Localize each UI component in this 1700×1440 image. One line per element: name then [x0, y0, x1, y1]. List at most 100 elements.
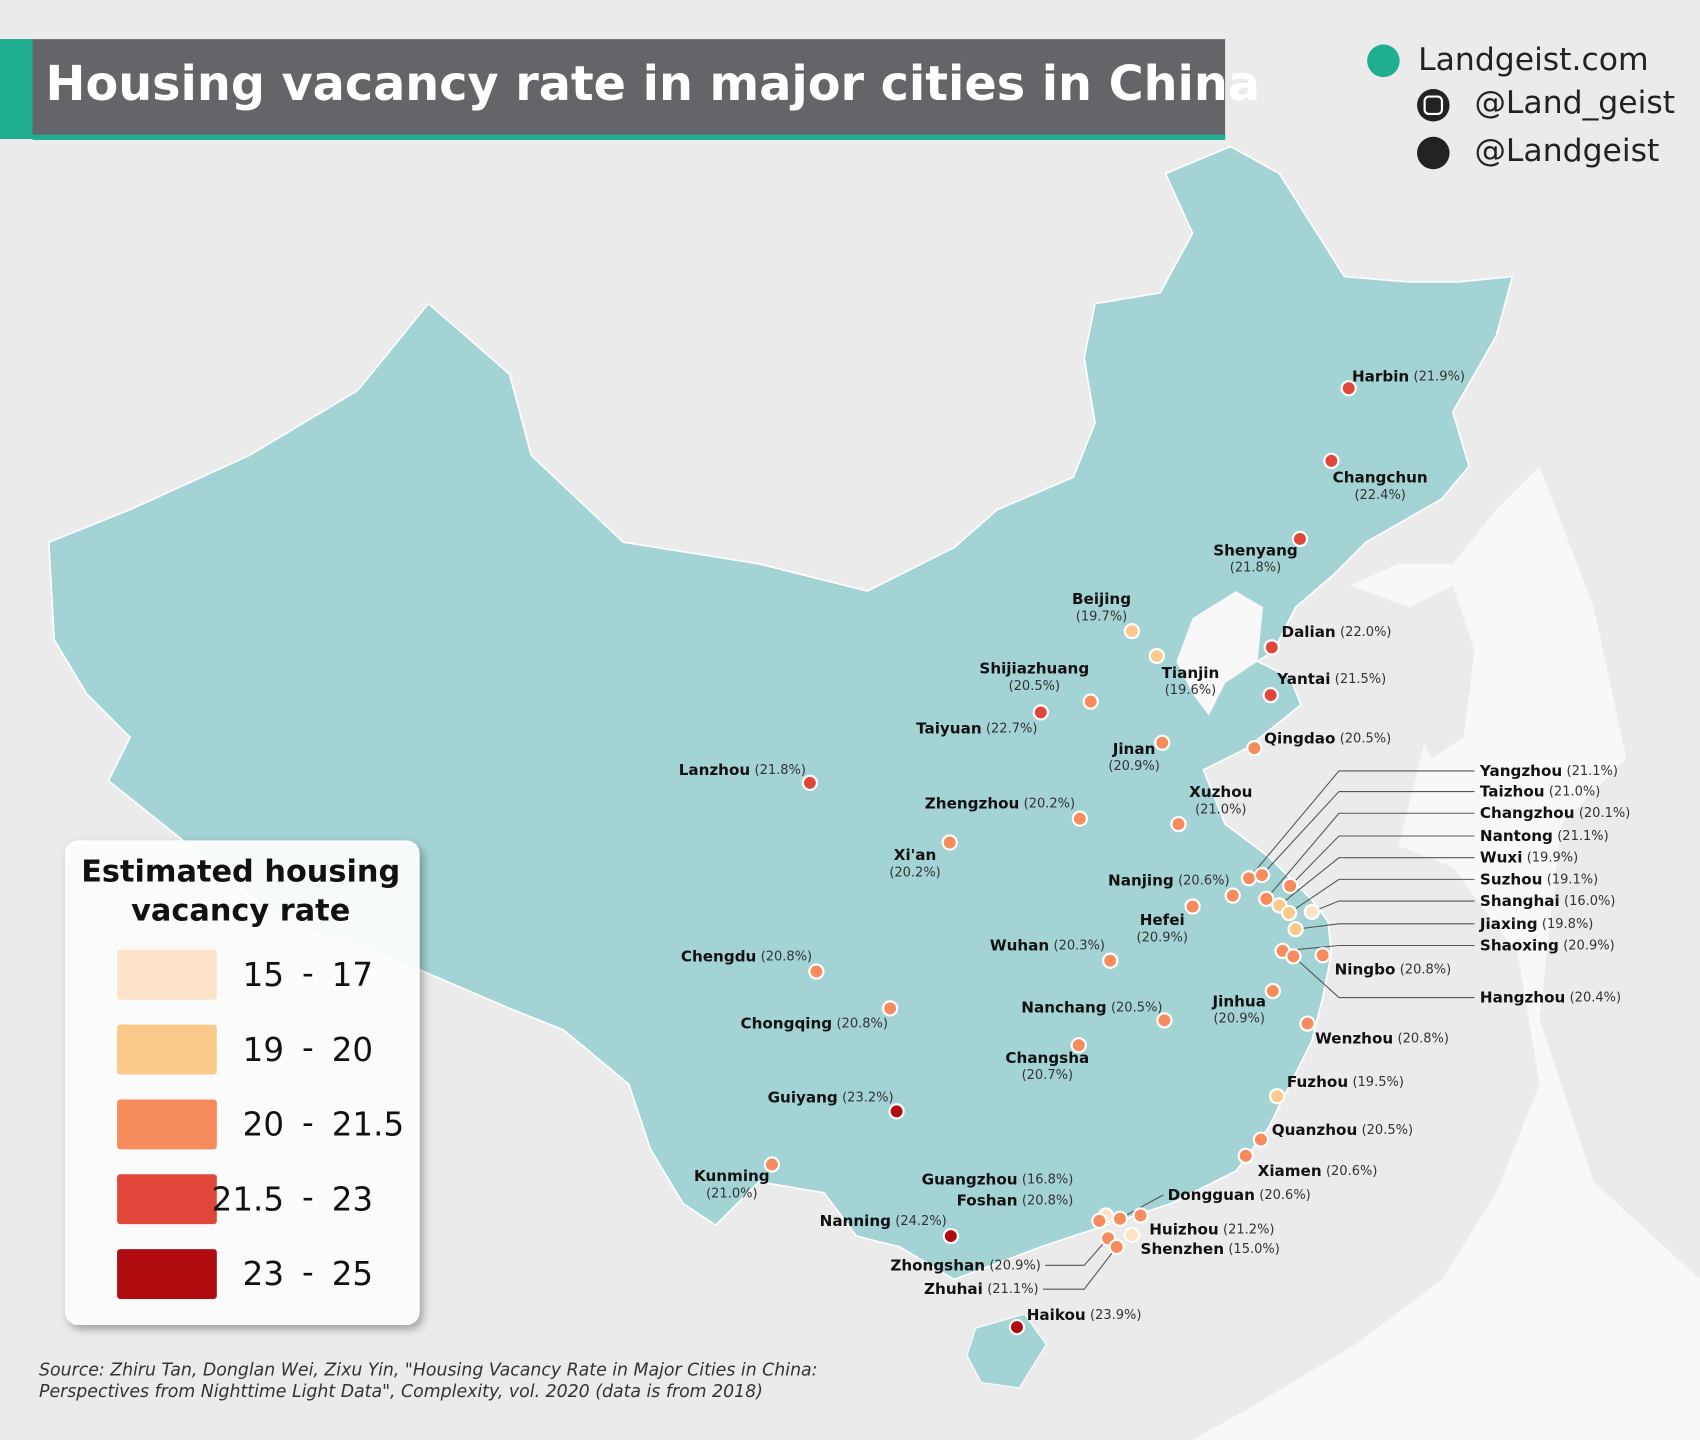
city-dot [1252, 1131, 1270, 1148]
leader-line [1311, 900, 1475, 913]
city-name: Quanzhou [1272, 1120, 1358, 1138]
city-label: Ningbo (20.8%) [1335, 960, 1452, 978]
city-label: Yantai (21.5%) [1276, 669, 1386, 687]
city-dot [1082, 693, 1099, 710]
legend-swatch [117, 949, 217, 1000]
leader-line [1289, 835, 1475, 887]
city-name: Nanjing [1108, 871, 1174, 889]
city-dot [1184, 898, 1201, 915]
city-name: Shaoxing [1480, 936, 1559, 954]
instagram-glyph [1423, 95, 1444, 116]
city-value: (23.9%) [1090, 1308, 1141, 1323]
city-value: (20.4%) [1570, 990, 1621, 1005]
city-name: Shijiazhuang [979, 660, 1089, 678]
city-label: Yangzhou (21.1%) [1479, 761, 1618, 779]
city-name: Hefei [1140, 911, 1185, 929]
city-label: Dongguan (20.6%) [1168, 1185, 1311, 1203]
leader-line [1248, 770, 1475, 879]
city-value: (21.1%) [1567, 763, 1618, 778]
city-value: (19.1%) [1547, 872, 1598, 887]
city-name: Taizhou [1480, 782, 1545, 800]
city-value: (21.0%) [1195, 802, 1246, 817]
city-label: Nanchang (20.5%) [1021, 998, 1162, 1016]
legend-from: 15 [243, 956, 284, 994]
city-label: Foshan (20.8%) [957, 1191, 1074, 1209]
city-label: Qingdao (20.5%) [1264, 729, 1391, 747]
city-value: (20.5%) [1340, 731, 1391, 746]
city-value: (19.5%) [1352, 1075, 1403, 1090]
city-dot [1108, 1238, 1125, 1256]
city-value: (21.1%) [1557, 829, 1608, 844]
legend-to: 21.5 [332, 1106, 404, 1144]
taiwan [1346, 1095, 1377, 1177]
city-value: (21.8%) [755, 762, 806, 777]
city-name: Chengdu [681, 947, 756, 965]
city-dot [1246, 740, 1263, 757]
city-label: Zhuhai (21.1%) [924, 1280, 1039, 1298]
city-label: Taizhou (21.0%) [1480, 782, 1600, 800]
city-dot [1323, 452, 1340, 470]
city-name: Shanghai [1480, 892, 1560, 910]
city-value: (20.5%) [1362, 1122, 1413, 1137]
city-label: Xiamen (20.6%) [1258, 1162, 1378, 1180]
city-name: Haikou [1027, 1306, 1086, 1324]
city-value: (21.0%) [1549, 784, 1600, 799]
city-name: Dalian [1282, 623, 1336, 641]
city-value: (20.1%) [1579, 806, 1630, 821]
city-value: (15.0%) [1228, 1242, 1279, 1257]
city-value: (20.8%) [1022, 1193, 1073, 1208]
city-label: Guangzhou (16.8%) [922, 1170, 1074, 1188]
city-label: Nantong (21.1%) [1480, 827, 1609, 845]
city-label: Zhengzhou (20.2%) [925, 794, 1075, 812]
city-dot [1253, 866, 1271, 884]
city-name: Guangzhou [922, 1170, 1018, 1188]
leader-line [1265, 812, 1475, 900]
city-name: Wuhan [990, 936, 1049, 954]
city-dot [1263, 639, 1280, 656]
city-dot [1123, 1226, 1141, 1244]
city-name: Changsha [1005, 1049, 1089, 1067]
city-label: Wenzhou (20.8%) [1315, 1029, 1449, 1047]
leader-line [1119, 1194, 1164, 1220]
city-value: (20.2%) [1024, 796, 1075, 811]
source: Perspectives from Nighttime Light Data",… [39, 1382, 763, 1402]
city-name: Dongguan [1168, 1185, 1255, 1203]
city-label: Jiaxing (19.8%) [1479, 914, 1593, 932]
city-name: Taiyuan [916, 719, 982, 737]
city-label: Taiyuan (22.7%) [916, 719, 1037, 737]
city-name: Jinan [1112, 740, 1156, 758]
leader-line [1288, 878, 1475, 914]
legend-separator: - [302, 954, 314, 992]
city-dot [1291, 530, 1309, 548]
city-value: (20.6%) [1178, 873, 1229, 888]
city-dot [1282, 877, 1299, 895]
city-value: (22.7%) [986, 721, 1037, 736]
city-dot [888, 1103, 905, 1120]
city-value: (20.6%) [1326, 1164, 1377, 1179]
city-name: Nantong [1480, 827, 1553, 845]
city-dot [1091, 1212, 1108, 1230]
hainan [966, 1313, 1047, 1389]
city-value: (19.7%) [1076, 610, 1127, 625]
city-name: Wuxi [1480, 848, 1522, 866]
city-dot [1303, 903, 1320, 921]
city-value: (21.8%) [1230, 561, 1281, 576]
leader-line [1042, 1246, 1118, 1290]
legend-swatch [117, 1174, 217, 1225]
city-dot [881, 1000, 899, 1017]
city-label: Harbin (21.9%) [1352, 367, 1465, 385]
city-value: (20.3%) [1054, 938, 1105, 953]
city-name: Lanzhou [679, 760, 751, 778]
leader-line [1282, 944, 1475, 952]
city-dot [1071, 810, 1088, 827]
city-label: Hangzhou (20.4%) [1480, 988, 1621, 1006]
city-name: Kunming [694, 1167, 770, 1185]
city-value: (21.1%) [987, 1282, 1038, 1297]
leader-line [1295, 923, 1475, 930]
legend-from: 19 [243, 1031, 284, 1069]
website: Landgeist.com [1418, 42, 1649, 78]
legend-separator: - [302, 1253, 314, 1291]
city-label: Shanghai (16.0%) [1480, 892, 1616, 910]
